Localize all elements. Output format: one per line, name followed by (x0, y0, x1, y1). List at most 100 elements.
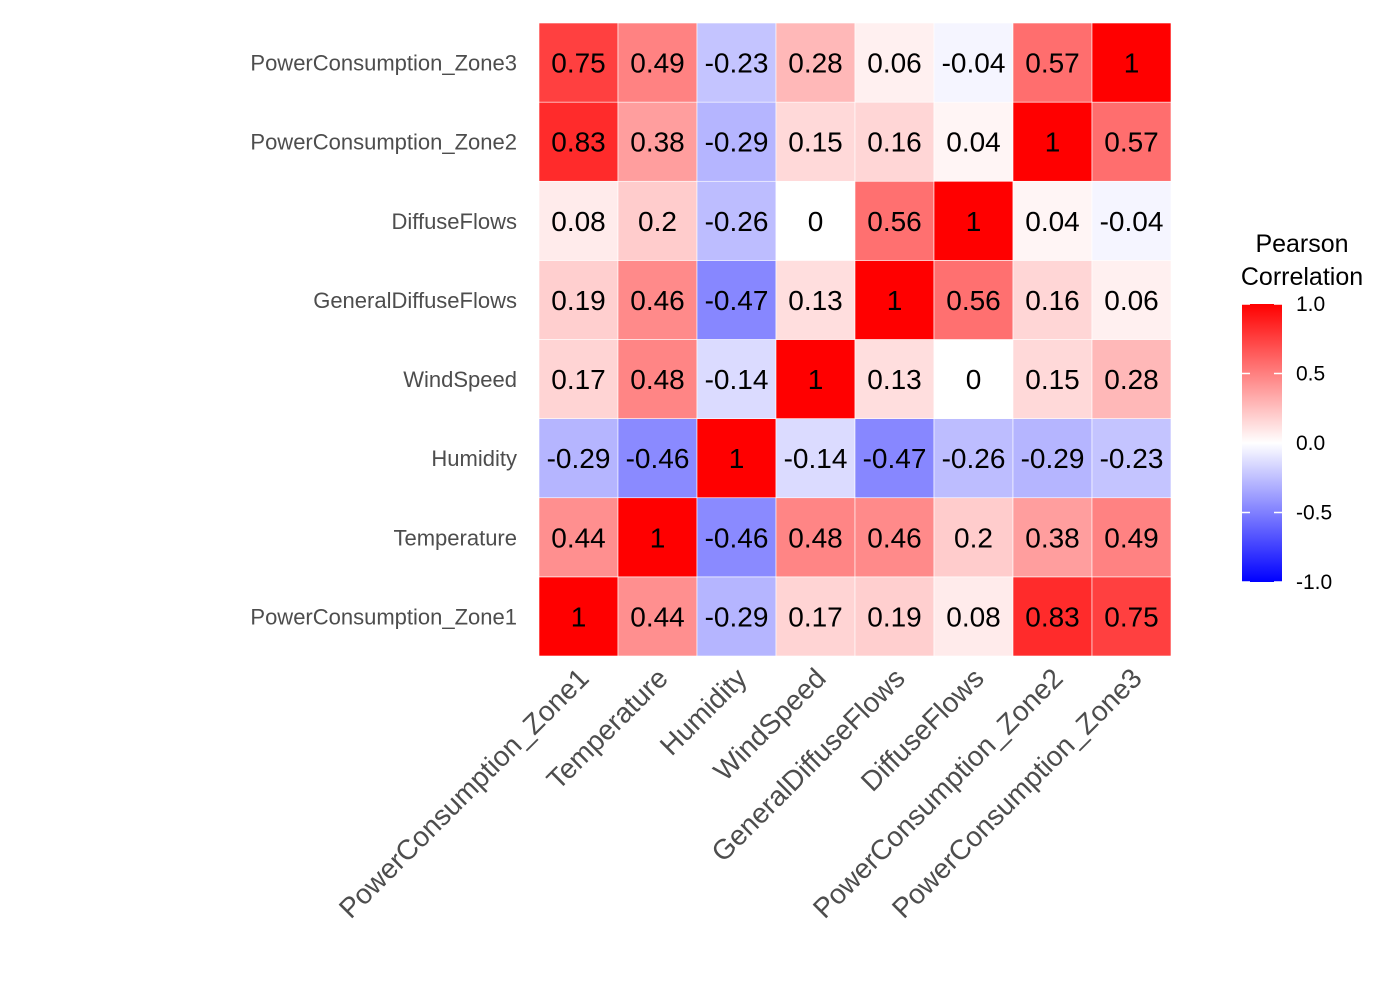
cell-value-label: 0.19 (867, 601, 922, 632)
legend-tick-label: -0.5 (1296, 502, 1332, 525)
cell-value-label: 0.38 (630, 127, 685, 158)
heatmap-cell (854, 101, 935, 182)
y-tick-label: GeneralDiffuseFlows (313, 288, 517, 313)
cell-value-label: 1 (1124, 48, 1140, 79)
cell-value-label: 0.28 (788, 48, 843, 79)
y-tick-label: PowerConsumption_Zone2 (250, 130, 517, 155)
cell-value-label: -0.29 (547, 443, 611, 474)
heatmap-cell (1012, 101, 1093, 182)
cell-value-label: 0.48 (630, 364, 685, 395)
heatmap-cells (538, 22, 1172, 657)
cell-value-label: 0.06 (1104, 285, 1159, 316)
cell-value-label: 0.75 (1104, 601, 1159, 632)
cell-value-label: 0.15 (1025, 364, 1080, 395)
heatmap-cell (933, 180, 1014, 261)
cell-value-label: 0.16 (867, 127, 922, 158)
cell-value-label: 0.13 (788, 285, 843, 316)
cell-value-label: -0.29 (705, 127, 769, 158)
cell-value-label: 0.75 (551, 48, 606, 79)
cell-value-label: -0.26 (705, 206, 769, 237)
cell-value-label: 0.56 (946, 285, 1001, 316)
heatmap-cell (696, 418, 777, 499)
heatmap-cell (1012, 22, 1093, 103)
heatmap-cell (1091, 260, 1172, 340)
heatmap-cell (696, 339, 777, 419)
cell-value-label: -0.14 (784, 443, 848, 474)
cell-value-label: -0.29 (1021, 443, 1085, 474)
cell-value-label: 1 (729, 443, 745, 474)
heatmap-cell (1091, 418, 1172, 499)
cell-value-label: 0.15 (788, 127, 843, 158)
cell-value-label: -0.47 (705, 285, 769, 316)
legend-title-line-2: Correlation (1241, 263, 1363, 291)
cell-value-label: 0.16 (1025, 285, 1080, 316)
heatmap-cell (775, 22, 856, 103)
cell-value-label: 0 (966, 364, 982, 395)
heatmap-cell (617, 22, 698, 103)
heatmap-cell (775, 497, 856, 578)
heatmap-cell (538, 22, 619, 103)
cell-value-label: 0.2 (954, 522, 993, 553)
cell-value-label: 0.08 (946, 601, 1001, 632)
heatmap-cell (854, 260, 935, 340)
cell-value-label: 0.56 (867, 206, 922, 237)
x-tick-label: PowerConsumption_Zone1 (333, 662, 595, 924)
cell-value-label: -0.26 (942, 443, 1006, 474)
cell-value-label: 0.17 (551, 364, 606, 395)
cell-value-label: -0.46 (626, 443, 690, 474)
y-tick-label: PowerConsumption_Zone3 (250, 51, 517, 76)
heatmap-cell (854, 339, 935, 419)
heatmap-cell (1091, 339, 1172, 419)
cell-value-label: 0.2 (638, 206, 677, 237)
cell-value-label: -0.23 (1100, 443, 1164, 474)
cell-value-label: 0.28 (1104, 364, 1159, 395)
heatmap-cell (1091, 22, 1172, 103)
y-tick-label: Humidity (431, 446, 517, 471)
heatmap-cell (1012, 339, 1093, 419)
cell-value-label: -0.04 (1100, 206, 1164, 237)
cell-value-label: 0.44 (630, 601, 685, 632)
heatmap-cell (854, 576, 935, 657)
cell-value-label: 1 (1045, 127, 1061, 158)
heatmap-cell (775, 339, 856, 419)
heatmap-cell (854, 497, 935, 578)
heatmap-cell (1012, 497, 1093, 578)
heatmap-cell (538, 497, 619, 578)
heatmap-cell (538, 101, 619, 182)
cell-value-label: -0.47 (863, 443, 927, 474)
heatmap-cell (933, 576, 1014, 657)
heatmap-cell (617, 101, 698, 182)
color-legend: Pearson Correlation 1.0 0.5 0.0 -0.5 -1.0 (1241, 230, 1363, 594)
cell-value-label: -0.23 (705, 48, 769, 79)
heatmap-cell (854, 180, 935, 261)
cell-value-label: 1 (571, 601, 587, 632)
cell-value-label: 0.38 (1025, 522, 1080, 553)
heatmap-cell (696, 22, 777, 103)
cell-value-label: 0.08 (551, 206, 606, 237)
y-tick-label: Temperature (393, 525, 517, 550)
heatmap-cell (775, 260, 856, 340)
heatmap-cell (1091, 180, 1172, 261)
cell-value-label: 0 (808, 206, 824, 237)
heatmap-cell (854, 22, 935, 103)
heatmap-cell (538, 339, 619, 419)
heatmap-cell (933, 101, 1014, 182)
cell-value-label: 1 (650, 522, 666, 553)
cell-value-label: 0.57 (1104, 127, 1159, 158)
y-tick-label: WindSpeed (403, 367, 517, 392)
legend-title-line-1: Pearson (1255, 230, 1348, 258)
cell-value-label: 0.48 (788, 522, 843, 553)
heatmap-cell (775, 418, 856, 499)
cell-value-label: -0.04 (942, 48, 1006, 79)
y-tick-label: DiffuseFlows (391, 209, 517, 234)
cell-value-label: 0.57 (1025, 48, 1080, 79)
cell-value-label: 0.83 (1025, 601, 1080, 632)
heatmap-cell (617, 576, 698, 657)
legend-tick-label: 0.0 (1296, 432, 1325, 455)
cell-value-label: 0.44 (551, 522, 606, 553)
cell-value-label: 0.46 (630, 285, 685, 316)
cell-value-label: 0.13 (867, 364, 922, 395)
cell-value-label: 0.46 (867, 522, 922, 553)
heatmap-cell (1091, 497, 1172, 578)
